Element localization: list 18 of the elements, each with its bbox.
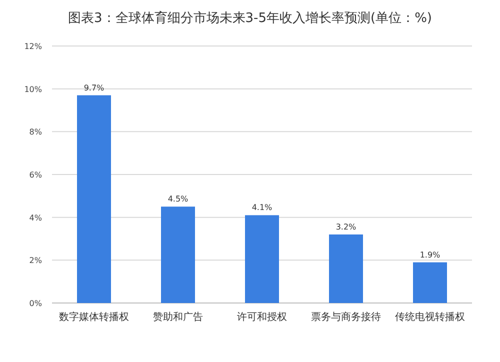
xtick: 许可和授权 (237, 312, 287, 323)
ytick: 6% (29, 170, 42, 180)
xtick: 赞助和广告 (153, 312, 203, 323)
xtick: 票务与商务接待 (311, 312, 381, 323)
xtick: 传统电视转播权 (395, 312, 465, 323)
data-label: 9.7% (84, 83, 104, 92)
ytick: 10% (24, 84, 42, 94)
data-label: 4.5% (168, 194, 188, 204)
ytick: 4% (29, 213, 42, 222)
data-label: 3.2% (336, 222, 356, 232)
title: 图表3：全球体育细分市场未来3-5年收入增长率预测(单位：%) (68, 11, 432, 26)
ytick: 8% (29, 128, 42, 137)
xtick: 数字媒体转播权 (59, 312, 129, 323)
data-label: 4.1% (252, 203, 272, 212)
ytick: 2% (29, 256, 42, 266)
ytick: 0% (29, 299, 42, 308)
ytick: 12% (24, 42, 42, 51)
data-label: 1.9% (420, 250, 440, 260)
